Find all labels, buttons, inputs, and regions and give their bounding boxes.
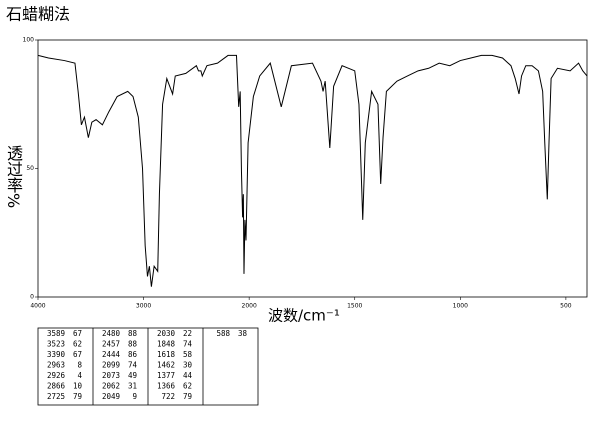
y-tick-label: 0 bbox=[30, 294, 34, 301]
peak-wavenumber: 2049 bbox=[102, 392, 120, 401]
x-axis-label: 波数/cm⁻¹ bbox=[268, 307, 340, 325]
plot-frame bbox=[37, 39, 588, 298]
peak-transmittance: 49 bbox=[128, 371, 137, 380]
peak-transmittance: 88 bbox=[128, 329, 138, 338]
peak-wavenumber: 1618 bbox=[157, 350, 176, 359]
x-tick-label: 4000 bbox=[30, 303, 45, 310]
peak-wavenumber: 3390 bbox=[47, 350, 66, 359]
peak-transmittance: 8 bbox=[77, 361, 82, 370]
peak-wavenumber: 2480 bbox=[102, 329, 121, 338]
y-tick-label: 50 bbox=[26, 165, 34, 172]
peak-wavenumber: 3523 bbox=[47, 340, 65, 349]
peak-wavenumber: 2963 bbox=[47, 361, 65, 370]
y-tick-label: 100 bbox=[23, 37, 35, 44]
peak-transmittance: 58 bbox=[183, 350, 193, 359]
peak-transmittance: 4 bbox=[77, 371, 82, 380]
peak-transmittance: 67 bbox=[73, 329, 82, 338]
peak-transmittance: 38 bbox=[238, 329, 248, 338]
chart-title: 石蜡糊法 bbox=[6, 5, 70, 24]
peak-wavenumber: 3589 bbox=[47, 329, 65, 338]
peak-wavenumber: 588 bbox=[216, 329, 230, 338]
peak-transmittance: 44 bbox=[183, 371, 193, 380]
peak-wavenumber: 1377 bbox=[157, 371, 175, 380]
peak-wavenumber: 2866 bbox=[47, 382, 66, 391]
peak-wavenumber: 2073 bbox=[102, 371, 120, 380]
x-tick-label: 500 bbox=[560, 303, 572, 310]
peak-transmittance: 10 bbox=[73, 382, 83, 391]
peak-transmittance: 22 bbox=[183, 329, 192, 338]
peak-transmittance: 62 bbox=[183, 382, 192, 391]
peak-wavenumber: 2457 bbox=[102, 340, 120, 349]
spectrum-line bbox=[37, 54, 588, 287]
peak-transmittance: 9 bbox=[132, 392, 137, 401]
peak-wavenumber: 722 bbox=[161, 392, 175, 401]
peak-transmittance: 30 bbox=[183, 361, 193, 370]
peak-wavenumber: 2062 bbox=[102, 382, 120, 391]
peak-transmittance: 79 bbox=[183, 392, 192, 401]
peak-wavenumber: 1462 bbox=[157, 361, 175, 370]
x-tick-label: 1000 bbox=[453, 303, 468, 310]
peak-wavenumber: 2725 bbox=[47, 392, 65, 401]
peak-wavenumber: 1848 bbox=[157, 340, 176, 349]
x-tick-label: 3000 bbox=[136, 303, 151, 310]
x-tick-label: 2000 bbox=[242, 303, 257, 310]
peak-transmittance: 31 bbox=[128, 382, 137, 391]
peak-wavenumber: 2444 bbox=[102, 350, 121, 359]
x-tick-label: 1500 bbox=[347, 303, 362, 310]
peak-transmittance: 67 bbox=[73, 350, 82, 359]
peak-transmittance: 79 bbox=[73, 392, 82, 401]
y-axis-label: 透过率% bbox=[4, 145, 23, 209]
peak-wavenumber: 2030 bbox=[157, 329, 176, 338]
peak-transmittance: 74 bbox=[128, 361, 138, 370]
peak-transmittance: 88 bbox=[128, 340, 138, 349]
peak-wavenumber: 2926 bbox=[47, 371, 66, 380]
peak-wavenumber: 2099 bbox=[102, 361, 120, 370]
peak-wavenumber: 1366 bbox=[157, 382, 176, 391]
peak-transmittance: 74 bbox=[183, 340, 193, 349]
peak-transmittance: 62 bbox=[73, 340, 82, 349]
peak-transmittance: 86 bbox=[128, 350, 138, 359]
